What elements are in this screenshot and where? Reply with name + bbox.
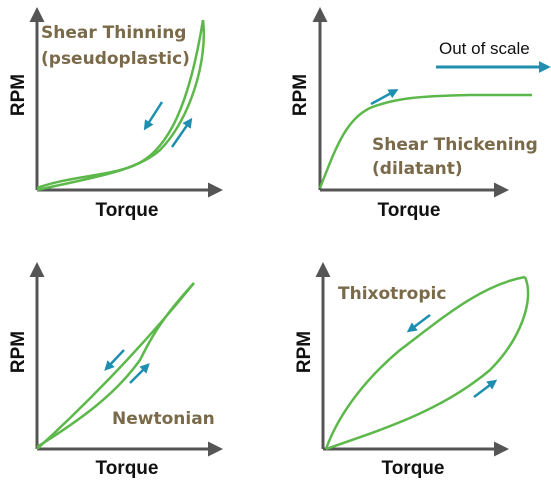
curve-label-line-1: Shear Thinning xyxy=(41,23,186,43)
x-axis-label: Torque xyxy=(96,458,159,479)
arrow-icon xyxy=(129,363,150,384)
arrow-icon xyxy=(473,379,498,398)
arrow-icon xyxy=(104,349,125,371)
curve-down xyxy=(324,275,526,450)
x-axis-label: Torque xyxy=(96,200,159,221)
curve-down xyxy=(36,282,195,449)
curve-label-line-1: Shear Thickening xyxy=(372,135,538,155)
y-axis-label: RPM xyxy=(294,331,315,373)
y-axis-label: RPM xyxy=(8,74,29,116)
arrow-icon xyxy=(143,101,164,131)
panel-newtonian: RPM Torque Newtonian xyxy=(8,262,223,479)
curve-label-line-2: (dilatant) xyxy=(372,159,463,179)
panel-thixotropic: RPM Torque Thixotropic xyxy=(294,262,530,479)
arrow-icon xyxy=(370,89,399,106)
curve-label-line-1: Newtonian xyxy=(112,409,215,429)
arrow-icon xyxy=(170,117,193,148)
panel-shear-thinning: RPM Torque Shear Thinning (pseudoplastic… xyxy=(8,7,223,221)
panel-shear-thickening: RPM Torque Out of scale Shear Thickening… xyxy=(290,7,551,221)
arrow-icon xyxy=(406,314,431,333)
curve-up xyxy=(36,19,205,190)
x-axis-label: Torque xyxy=(382,458,445,479)
x-axis-label: Torque xyxy=(378,200,441,221)
y-axis-label: RPM xyxy=(290,74,311,116)
curve-up xyxy=(325,276,530,451)
curve-label-line-2: (pseudoplastic) xyxy=(41,49,190,69)
out-of-scale-note: Out of scale xyxy=(439,39,530,58)
curve-label-line-1: Thixotropic xyxy=(338,284,446,304)
y-axis-label: RPM xyxy=(8,331,29,373)
curve xyxy=(318,93,532,189)
curve-down xyxy=(36,19,206,192)
